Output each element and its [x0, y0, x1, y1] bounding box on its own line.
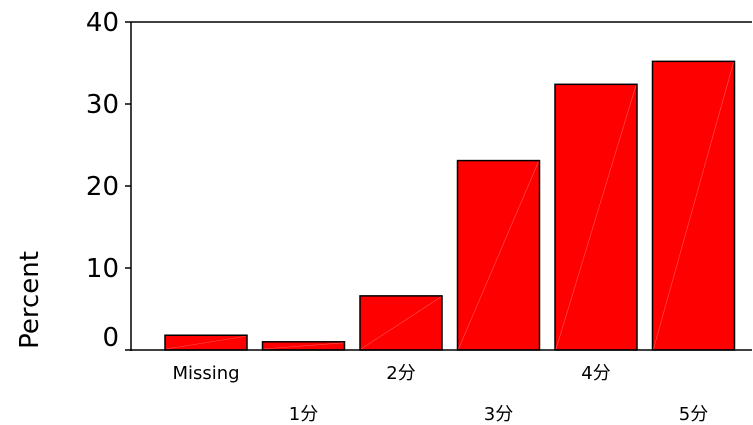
- y-axis-title: Percent: [15, 251, 45, 349]
- x-category-label: 2分: [386, 363, 415, 384]
- bar-highlight: [653, 62, 734, 350]
- plot-frame: [130, 21, 752, 351]
- y-axis-ticks: 0 10 20 30 40: [86, 8, 131, 353]
- y-tick-label: 20: [86, 172, 119, 202]
- x-category-label: Missing: [172, 363, 239, 384]
- y-tick-label: 10: [86, 254, 119, 284]
- bar-highlight: [263, 342, 344, 350]
- bar-highlight: [360, 296, 442, 350]
- x-category-label: 5分: [679, 404, 708, 425]
- y-tick-label: 40: [86, 8, 119, 38]
- y-tick-label: 30: [86, 90, 119, 120]
- bar-series: [164, 60, 736, 351]
- x-category-label: 4分: [581, 363, 610, 384]
- y-tick-label: 0: [102, 323, 119, 353]
- bar-highlight: [458, 161, 539, 350]
- bar-highlight: [165, 335, 247, 350]
- x-category-label: 1分: [289, 404, 318, 425]
- x-axis-labels: Missing 1分 2分 3分 4分 5分: [172, 363, 708, 425]
- bar-highlight: [555, 85, 637, 350]
- x-category-label: 3分: [484, 404, 513, 425]
